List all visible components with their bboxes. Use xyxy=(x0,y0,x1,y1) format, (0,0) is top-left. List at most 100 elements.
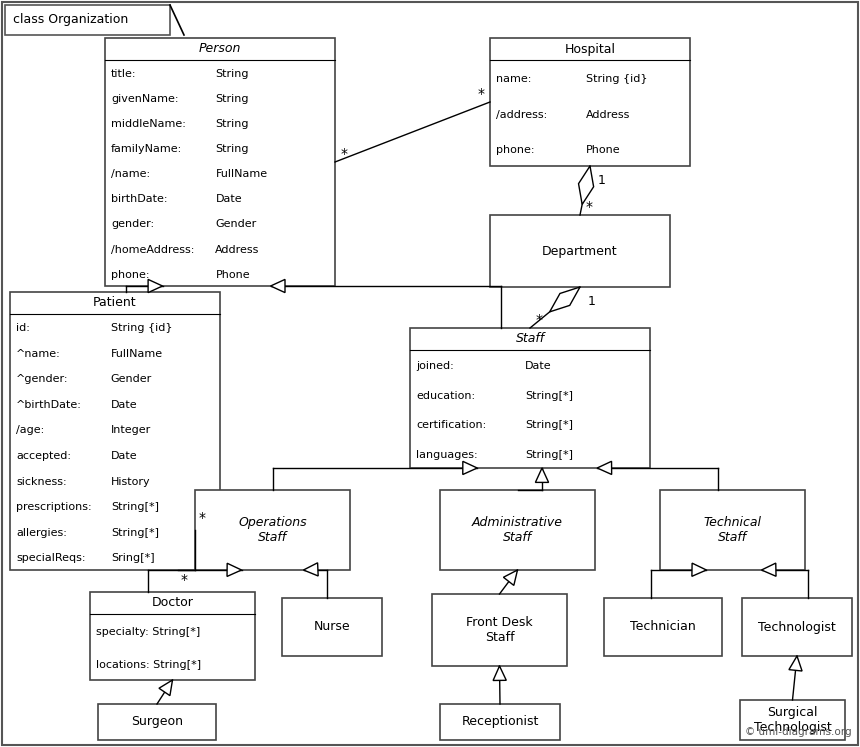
Text: joined:: joined: xyxy=(416,362,454,371)
Polygon shape xyxy=(692,563,706,577)
Text: birthDate:: birthDate: xyxy=(111,194,168,205)
Text: Operations
Staff: Operations Staff xyxy=(238,516,307,544)
Text: *: * xyxy=(536,313,543,327)
Text: title:: title: xyxy=(111,69,137,79)
Text: 1: 1 xyxy=(598,174,606,187)
Text: Front Desk
Staff: Front Desk Staff xyxy=(466,616,533,644)
Text: String {id}: String {id} xyxy=(111,323,172,333)
Text: class Organization: class Organization xyxy=(13,13,128,26)
Text: History: History xyxy=(111,477,150,487)
Text: Patient: Patient xyxy=(93,297,137,309)
Text: Phone: Phone xyxy=(215,270,250,279)
Text: *: * xyxy=(341,147,348,161)
Polygon shape xyxy=(227,563,242,577)
Text: accepted:: accepted: xyxy=(16,451,71,461)
Text: ^birthDate:: ^birthDate: xyxy=(16,400,82,410)
Bar xyxy=(440,704,560,740)
Polygon shape xyxy=(761,563,776,576)
Polygon shape xyxy=(789,656,802,671)
Text: Staff: Staff xyxy=(515,332,544,346)
Bar xyxy=(195,490,350,570)
Text: phone:: phone: xyxy=(496,145,535,155)
Text: familyName:: familyName: xyxy=(111,144,182,154)
Text: allergies:: allergies: xyxy=(16,528,67,538)
Polygon shape xyxy=(271,279,285,293)
Text: Date: Date xyxy=(111,400,138,410)
Text: languages:: languages: xyxy=(416,450,477,459)
Text: String[*]: String[*] xyxy=(525,450,574,459)
Text: Nurse: Nurse xyxy=(314,621,350,633)
Text: Gender: Gender xyxy=(215,220,256,229)
Text: Receptionist: Receptionist xyxy=(461,716,538,728)
Bar xyxy=(490,215,670,287)
Text: Technical
Staff: Technical Staff xyxy=(703,516,761,544)
Text: gender:: gender: xyxy=(111,220,154,229)
Bar xyxy=(490,38,690,166)
Text: 1: 1 xyxy=(588,295,596,308)
Text: Date: Date xyxy=(111,451,138,461)
Text: Surgeon: Surgeon xyxy=(131,716,183,728)
Polygon shape xyxy=(148,279,163,293)
Text: © uml-diagrams.org: © uml-diagrams.org xyxy=(746,727,852,737)
Text: Technician: Technician xyxy=(630,621,696,633)
Bar xyxy=(740,700,845,740)
Text: String: String xyxy=(215,69,249,79)
Text: *: * xyxy=(586,200,593,214)
Text: sickness:: sickness: xyxy=(16,477,66,487)
Text: ^name:: ^name: xyxy=(16,349,61,359)
Text: /homeAddress:: /homeAddress: xyxy=(111,244,194,255)
Text: *: * xyxy=(181,573,188,587)
Text: FullName: FullName xyxy=(111,349,163,359)
Polygon shape xyxy=(550,287,580,311)
Text: String[*]: String[*] xyxy=(525,391,574,400)
Bar xyxy=(604,598,722,656)
Text: *: * xyxy=(478,87,485,101)
Bar xyxy=(90,592,255,680)
Text: Address: Address xyxy=(586,110,630,120)
Text: FullName: FullName xyxy=(215,170,267,179)
Text: *: * xyxy=(199,511,206,525)
Text: certification:: certification: xyxy=(416,421,486,430)
Polygon shape xyxy=(463,462,477,474)
Bar xyxy=(440,490,595,570)
Text: String: String xyxy=(215,94,249,104)
Bar xyxy=(98,704,216,740)
Text: Surgical
Technologist: Surgical Technologist xyxy=(753,706,832,734)
Text: name:: name: xyxy=(496,75,531,84)
Text: Phone: Phone xyxy=(586,145,621,155)
Text: String: String xyxy=(215,119,249,129)
Polygon shape xyxy=(503,570,518,586)
Text: id:: id: xyxy=(16,323,30,333)
Polygon shape xyxy=(493,666,507,681)
Text: ^gender:: ^gender: xyxy=(16,374,69,384)
Text: /age:: /age: xyxy=(16,426,44,436)
Text: String[*]: String[*] xyxy=(111,528,159,538)
Bar xyxy=(660,490,805,570)
Polygon shape xyxy=(304,562,318,576)
Bar xyxy=(105,38,335,286)
Bar xyxy=(282,598,382,656)
Text: String[*]: String[*] xyxy=(111,502,159,512)
Polygon shape xyxy=(536,468,549,483)
Text: Hospital: Hospital xyxy=(564,43,616,55)
Text: prescriptions:: prescriptions: xyxy=(16,502,92,512)
Text: locations: String[*]: locations: String[*] xyxy=(96,660,201,670)
Text: phone:: phone: xyxy=(111,270,150,279)
Text: Address: Address xyxy=(215,244,260,255)
Text: givenName:: givenName: xyxy=(111,94,179,104)
Bar xyxy=(410,328,650,468)
Text: String[*]: String[*] xyxy=(525,421,574,430)
Text: specialty: String[*]: specialty: String[*] xyxy=(96,627,200,637)
Text: String: String xyxy=(215,144,249,154)
Text: specialReqs:: specialReqs: xyxy=(16,554,85,563)
Polygon shape xyxy=(159,680,173,695)
Polygon shape xyxy=(597,462,611,474)
Text: Date: Date xyxy=(525,362,552,371)
Text: Doctor: Doctor xyxy=(151,597,194,610)
Text: String {id}: String {id} xyxy=(586,75,648,84)
Bar xyxy=(432,594,567,666)
Text: Administrative
Staff: Administrative Staff xyxy=(472,516,563,544)
Bar xyxy=(5,5,170,35)
Text: education:: education: xyxy=(416,391,475,400)
Text: Gender: Gender xyxy=(111,374,152,384)
